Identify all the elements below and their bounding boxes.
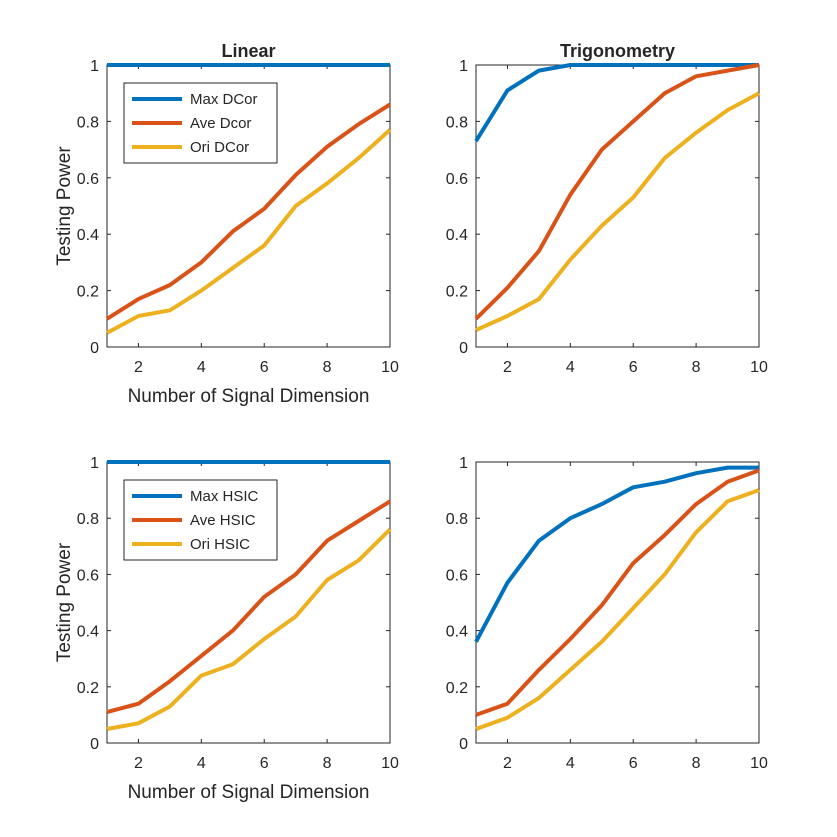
series-line-ave-dcor bbox=[105, 102, 392, 321]
y-tick-label: 1 bbox=[90, 58, 99, 75]
plot-area bbox=[475, 64, 760, 348]
legend-label: Ori HSIC bbox=[190, 536, 250, 553]
x-tick-label: 6 bbox=[260, 755, 269, 772]
plot-area bbox=[475, 461, 760, 744]
x-axis-label: Number of Signal Dimension bbox=[128, 386, 370, 407]
y-tick-label: 1 bbox=[90, 455, 99, 472]
series-line-ave-dcor bbox=[474, 63, 760, 321]
x-tick-label: 2 bbox=[134, 359, 143, 376]
y-tick-label: 0.2 bbox=[446, 284, 468, 301]
y-tick-label: 0.2 bbox=[77, 284, 99, 301]
y-tick-label: 0.2 bbox=[446, 680, 468, 697]
y-tick-label: 0.6 bbox=[77, 171, 99, 188]
series-line-ave-hsic bbox=[475, 468, 760, 717]
x-tick-label: 6 bbox=[260, 359, 269, 376]
legend-label: Ave HSIC bbox=[190, 512, 256, 529]
x-tick-label: 8 bbox=[323, 755, 332, 772]
y-axis-label: Testing Power bbox=[54, 542, 75, 662]
y-tick-label: 0.6 bbox=[446, 567, 468, 584]
y-axis-label: Testing Power bbox=[54, 146, 75, 266]
series-line-ori-hsic bbox=[475, 488, 760, 731]
x-tick-label: 2 bbox=[134, 755, 143, 772]
x-tick-label: 10 bbox=[750, 359, 768, 376]
y-tick-label: 0.6 bbox=[77, 567, 99, 584]
y-tick-label: 1 bbox=[459, 58, 468, 75]
y-tick-label: 0 bbox=[90, 340, 99, 357]
y-tick-label: 0.2 bbox=[77, 680, 99, 697]
chart-panel-2: 2 4 6 8 10 0 0.2 0.4 0.6 0.8 1 Trigonometry bbox=[446, 41, 768, 376]
y-tick-label: 0 bbox=[90, 736, 99, 753]
y-tick-label: 0.8 bbox=[77, 511, 99, 528]
series-line-ave-hsic bbox=[106, 499, 392, 715]
x-tick-label: 8 bbox=[692, 359, 701, 376]
series-line-max-dcor bbox=[474, 63, 759, 143]
x-tick-label: 10 bbox=[381, 755, 399, 772]
y-tick-label: 0.6 bbox=[446, 171, 468, 188]
series-line-ori-hsic bbox=[106, 527, 392, 731]
y-tick-label: 0.4 bbox=[446, 227, 468, 244]
x-tick-label: 2 bbox=[503, 359, 512, 376]
legend-label: Max DCor bbox=[190, 91, 258, 108]
x-axis-label: Number of Signal Dimension bbox=[128, 782, 370, 803]
x-tick-label: 6 bbox=[629, 755, 638, 772]
series-line-ori-dcor bbox=[106, 128, 392, 335]
legend: Max HSIC Ave HSIC Ori HSIC bbox=[123, 479, 278, 561]
y-tick-label: 0.8 bbox=[446, 511, 468, 528]
x-tick-label: 4 bbox=[197, 359, 206, 376]
chart-title: Linear bbox=[221, 41, 275, 61]
y-tick-label: 0 bbox=[459, 736, 468, 753]
x-tick-label: 6 bbox=[629, 359, 638, 376]
chart-panel-4: 2 4 6 8 10 0 0.2 0.4 0.6 0.8 1 bbox=[446, 455, 768, 772]
x-tick-label: 10 bbox=[750, 755, 768, 772]
x-tick-label: 4 bbox=[197, 755, 206, 772]
y-tick-label: 0 bbox=[459, 340, 468, 357]
y-tick-label: 0.4 bbox=[446, 624, 468, 641]
series-line-max-hsic bbox=[474, 465, 759, 643]
legend-label: Max HSIC bbox=[190, 488, 259, 505]
y-tick-label: 0.4 bbox=[77, 227, 99, 244]
legend-label: Ave Dcor bbox=[190, 115, 251, 132]
chart-title: Trigonometry bbox=[560, 41, 675, 61]
x-tick-label: 4 bbox=[566, 359, 575, 376]
y-tick-label: 0.8 bbox=[446, 114, 468, 131]
x-tick-label: 10 bbox=[381, 359, 399, 376]
x-tick-label: 8 bbox=[692, 755, 701, 772]
legend-label: Ori DCor bbox=[190, 139, 249, 156]
series-line-ori-dcor bbox=[475, 91, 760, 332]
y-tick-label: 0.8 bbox=[77, 114, 99, 131]
chart-panel-1: 2 4 6 8 10 0 0.2 0.4 0.6 0.8 1 Linear Number of Sign… bbox=[54, 41, 399, 407]
legend: Max DCor Ave Dcor Ori DCor bbox=[123, 82, 278, 164]
x-tick-label: 4 bbox=[566, 755, 575, 772]
x-tick-label: 8 bbox=[323, 359, 332, 376]
y-tick-label: 0.4 bbox=[77, 624, 99, 641]
x-tick-label: 2 bbox=[503, 755, 512, 772]
y-tick-label: 1 bbox=[459, 455, 468, 472]
chart-panel-3: 2 4 6 8 10 0 0.2 0.4 0.6 0.8 1 Number of Signal Dim… bbox=[54, 455, 399, 803]
